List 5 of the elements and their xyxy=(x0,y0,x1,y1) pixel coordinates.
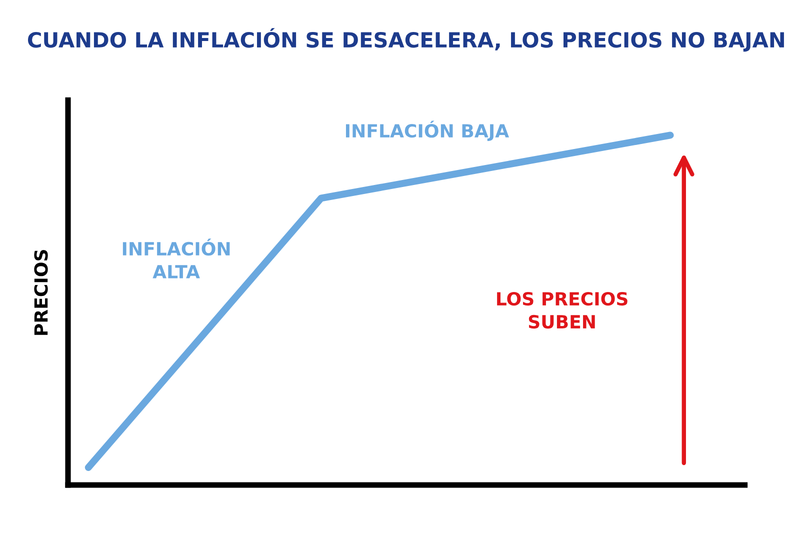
y-axis-title: PRECIOS xyxy=(34,250,48,335)
annotation: INFLACIÓN ALTA xyxy=(122,238,230,278)
annotation: INFLACIÓN BAJA xyxy=(346,120,510,142)
chart-title: CUANDO LA INFLACIÓN SE DESACELERA, LOS PRECIOS NO BAJAN xyxy=(28,28,784,52)
annotation: LOS PRECIOS SUBEN xyxy=(497,292,628,329)
